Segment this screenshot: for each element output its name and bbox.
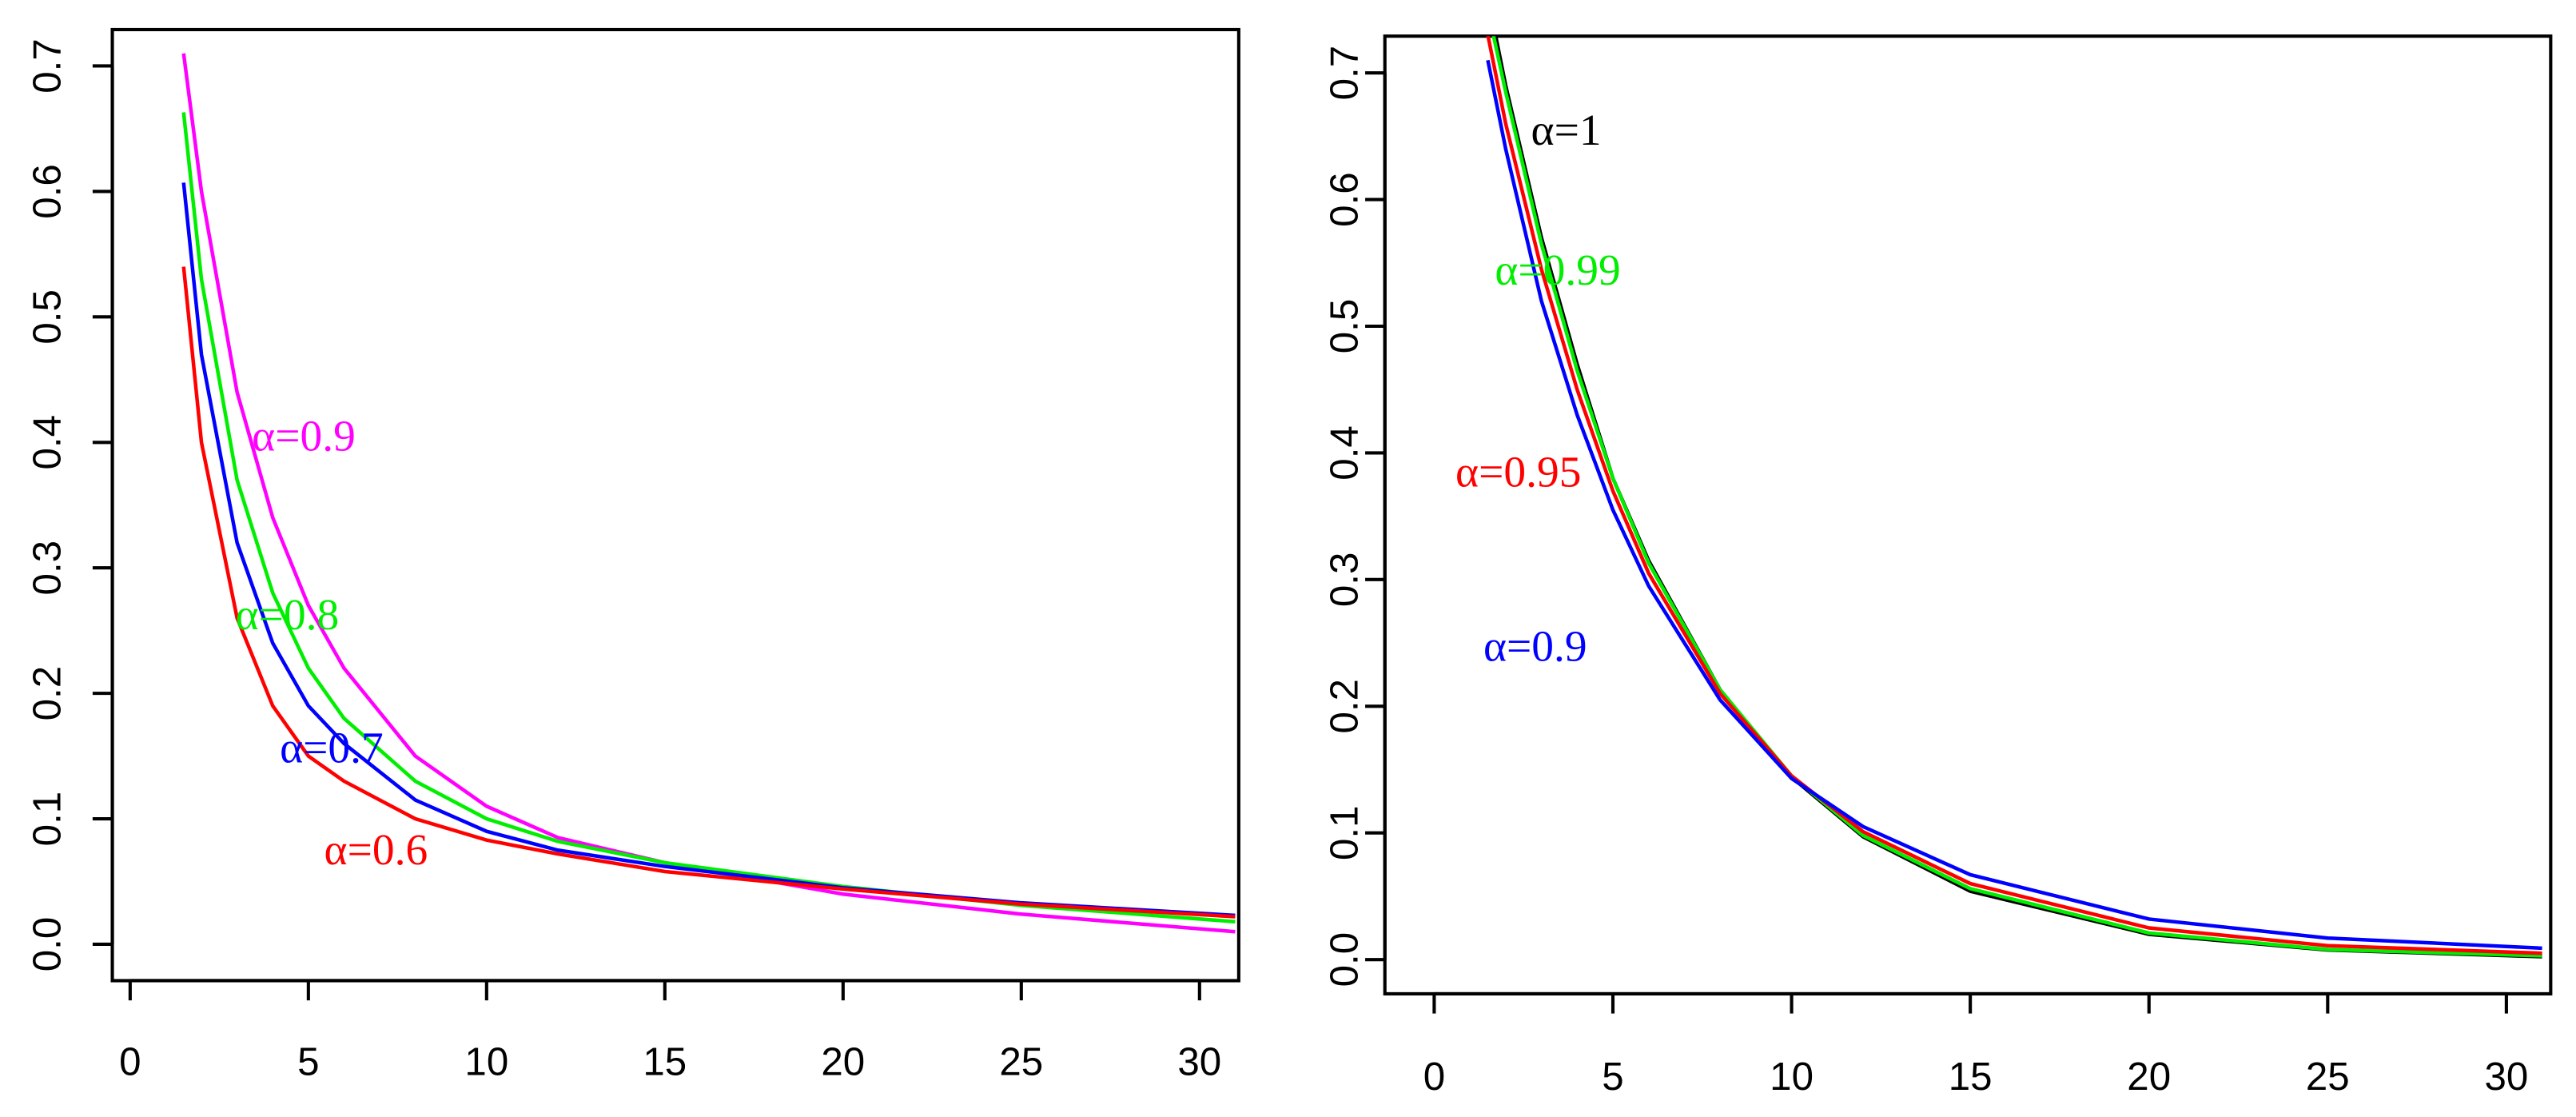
y-tick-label: 0.3 (1322, 553, 1366, 608)
series-line (1494, 36, 2542, 959)
y-tick-label: 0.2 (1322, 679, 1366, 734)
y-tick-label: 0.6 (25, 164, 69, 219)
x-tick-label: 0 (1423, 1055, 1445, 1099)
series-line (1486, 59, 2542, 951)
x-tick-label: 25 (999, 1039, 1043, 1083)
series-line (181, 112, 1236, 924)
x-tick-label: 30 (2484, 1055, 2528, 1099)
y-tick-label: 0.1 (1322, 805, 1366, 860)
y-tick-label: 0.2 (25, 666, 69, 721)
series-line (181, 53, 1236, 934)
y-tick-label: 0.7 (1322, 46, 1366, 101)
x-tick-label: 15 (1949, 1055, 1993, 1099)
x-tick-label: 5 (297, 1039, 319, 1083)
series-line (1486, 36, 2542, 955)
series-group (1486, 36, 2542, 959)
series-group (181, 53, 1236, 934)
x-tick-label: 10 (1770, 1055, 1814, 1099)
series-label: α=1 (1531, 106, 1602, 154)
panel: 0 5 10 15 20 25 30 0.0 0.1 0.2 0.3 0.4 0.5 0.6 0.7 α=0.… (25, 27, 1240, 1083)
series-label: α=0.99 (1495, 245, 1620, 294)
x-tick-label: 20 (821, 1039, 865, 1083)
series-line (181, 182, 1236, 918)
x-tick-label: 5 (1602, 1055, 1623, 1099)
y-tick-label: 0.4 (1322, 425, 1366, 481)
y-tick-label: 0.0 (1322, 932, 1366, 987)
y-tick-label: 0.7 (25, 38, 69, 94)
x-tick-label: 0 (119, 1039, 141, 1083)
x-tick-label: 30 (1177, 1039, 1221, 1083)
series-line (181, 266, 1236, 919)
x-tick-label: 20 (2127, 1055, 2171, 1099)
series-label: α=0.9 (252, 411, 356, 460)
y-tick-label: 0.5 (25, 289, 69, 345)
series-label: α=0.9 (1483, 621, 1587, 670)
panel: 0 5 10 15 20 25 30 0.0 0.1 0.2 0.3 0.4 0.5 0.6 0.7 α=1 α… (1322, 34, 2553, 1099)
y-tick-label: 0.0 (25, 917, 69, 972)
series-label: α=0.95 (1455, 448, 1581, 497)
plot-frame (1383, 34, 2553, 995)
plot-frame (110, 27, 1240, 983)
x-tick-label: 15 (643, 1039, 687, 1083)
series-label: α=0.8 (236, 590, 340, 639)
series-label: α=0.6 (324, 825, 428, 874)
x-tick-label: 25 (2306, 1055, 2350, 1099)
series-line (1491, 36, 2542, 958)
y-tick-label: 0.1 (25, 792, 69, 847)
x-tick-label: 10 (464, 1039, 508, 1083)
y-tick-label: 0.5 (1322, 299, 1366, 354)
y-tick-label: 0.3 (25, 541, 69, 596)
series-label: α=0.7 (280, 724, 384, 772)
y-tick-label: 0.4 (25, 415, 69, 470)
y-tick-label: 0.6 (1322, 172, 1366, 227)
